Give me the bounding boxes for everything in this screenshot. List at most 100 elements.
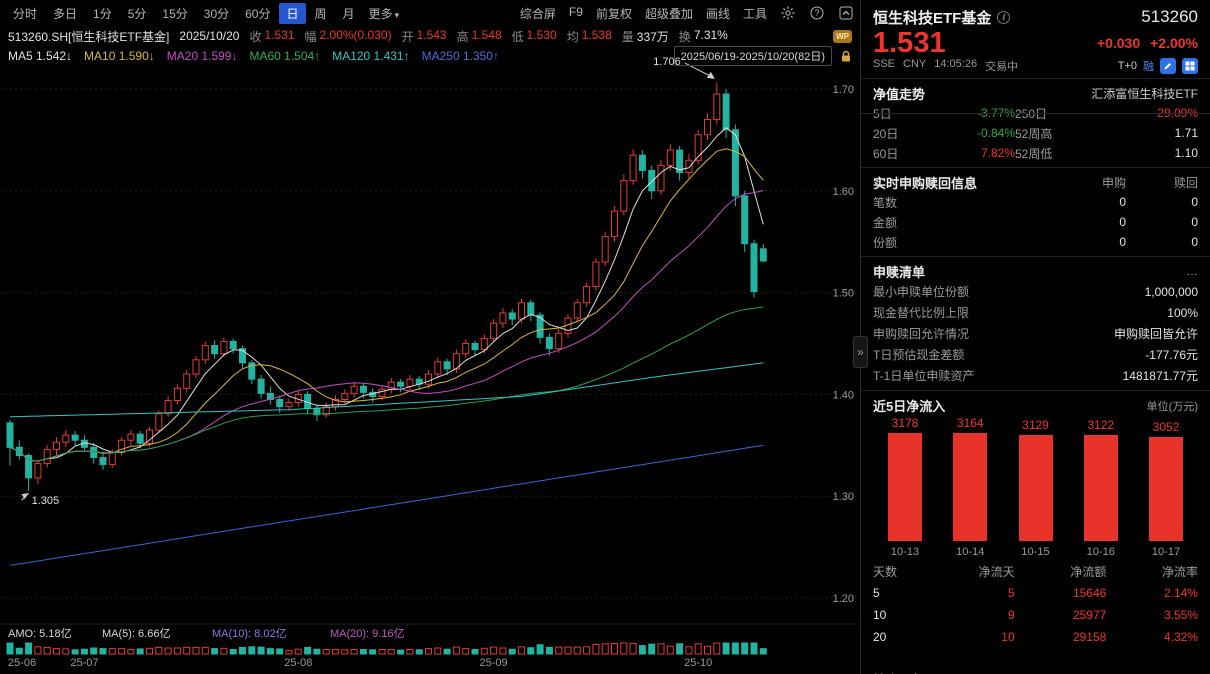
- redeem-value: 0: [1191, 215, 1198, 229]
- field-value: 7.31%: [693, 27, 728, 42]
- period-tab-0[interactable]: 分时: [13, 6, 38, 21]
- quote-field-1: 幅 2.00%(0.030): [305, 28, 392, 45]
- symbol-label: 513260.SH[恒生科技ETF基金]: [8, 29, 170, 44]
- panel-collapse-icon[interactable]: [838, 5, 854, 21]
- inflow-value: 3122: [1087, 418, 1115, 432]
- chevron-down-icon: ▾: [394, 9, 400, 20]
- redeem-value: 0: [1191, 235, 1198, 249]
- quote-panel: 恒生科技ETF基金 i 513260 1.531 +0.030 +2.00% SSE…: [861, 0, 1210, 674]
- row-value: -177.76元: [1145, 348, 1198, 362]
- redeem-value: 0: [1191, 195, 1198, 209]
- svg-text:1.50: 1.50: [833, 288, 854, 300]
- period-tab-7[interactable]: 日: [279, 2, 306, 24]
- inflow-bar: [888, 433, 922, 541]
- field-value: 1.530: [526, 27, 557, 42]
- toolbar-right: 综合屏 F9 前复权 超级叠加 画线 工具 ?: [520, 5, 854, 22]
- edit-icon[interactable]: [1160, 58, 1176, 74]
- price-change-pct: +2.00%: [1150, 35, 1198, 51]
- info-icon[interactable]: i: [997, 10, 1011, 24]
- lock-icon[interactable]: [840, 50, 852, 63]
- row-label: 金额: [873, 215, 898, 230]
- more-label: 更多: [368, 6, 393, 21]
- row-label: 申购赎回允许情况: [873, 327, 970, 341]
- more-periods-button[interactable]: 更多 ▾: [362, 3, 407, 24]
- field-label: 量: [621, 29, 634, 44]
- period-tab-1[interactable]: 多日: [53, 6, 78, 21]
- candlestick-chart[interactable]: 1.70 1.60 1.50 1.40 1.30 1.20 25-06 25-07 25-08 2…: [0, 0, 860, 674]
- inflow-date: 10-13: [890, 546, 920, 558]
- realtime-section-title: 实时申购赎回信息: [873, 175, 978, 191]
- toolbar-item-4[interactable]: 画线: [705, 6, 730, 21]
- chart-region: 1.70 1.60 1.50 1.40 1.30 1.20 25-06 25-07 25-08 2…: [0, 0, 860, 674]
- field-value: 2.00%(0.030): [319, 27, 392, 42]
- period-label: 5日: [873, 106, 892, 121]
- svg-text:1.60: 1.60: [833, 186, 854, 198]
- subscription-row: 笔数 0 0: [873, 192, 1198, 212]
- inflow-date: 10-16: [1086, 546, 1115, 558]
- inflow-date: 10-14: [956, 546, 985, 558]
- field-label: 幅: [304, 29, 317, 44]
- period-label: 250日: [1015, 106, 1048, 121]
- period-tab-3[interactable]: 5分: [127, 6, 147, 21]
- detail-row: 现金替代比例上限 100%: [873, 302, 1198, 323]
- period-tab-5[interactable]: 30分: [203, 6, 230, 21]
- ma-indicator-1: MA10 1.590↓: [84, 49, 155, 63]
- period-value: 1.10: [1174, 146, 1198, 160]
- svg-text:1.305: 1.305: [32, 495, 60, 507]
- date-range-label: 2025/06/19-2025/10/20(82日): [673, 46, 832, 66]
- period-tab-6[interactable]: 60分: [245, 6, 271, 21]
- settings-gear-icon[interactable]: [780, 5, 796, 21]
- fund-name: 恒生科技ETF基金: [873, 9, 992, 27]
- period-label: 52周低: [1015, 146, 1053, 161]
- toolbar-item-1[interactable]: F9: [568, 4, 583, 19]
- period-tab-9[interactable]: 月: [342, 6, 355, 21]
- layout-grid-icon[interactable]: [1182, 58, 1198, 74]
- period-tab-2[interactable]: 1分: [93, 6, 112, 21]
- nav-section-title: 净值走势: [873, 86, 926, 102]
- flow-unit-label: 单位(万元): [1146, 400, 1198, 413]
- currency-label: CNY: [903, 58, 927, 70]
- field-value: 337万: [636, 29, 669, 44]
- help-icon[interactable]: ?: [809, 5, 825, 21]
- panel-collapse-tab[interactable]: »: [853, 336, 868, 368]
- svg-text:25-08: 25-08: [284, 657, 312, 669]
- quote-time: 14:05:26: [934, 58, 978, 70]
- svg-text:1.30: 1.30: [833, 491, 854, 503]
- wp-badge: WP: [833, 29, 852, 43]
- toolbar-item-0[interactable]: 综合屏: [519, 6, 556, 21]
- flow-table-header: 天数: [873, 564, 898, 579]
- fund-full-name: 汇添富恒生科技ETF: [1091, 86, 1198, 101]
- svg-text:1.40: 1.40: [833, 389, 854, 401]
- period-tab-8[interactable]: 周: [314, 6, 327, 21]
- field-value: 1.538: [581, 27, 612, 42]
- svg-text:MA(5): 6.66亿: MA(5): 6.66亿: [102, 627, 170, 640]
- period-value: 29.09%: [1157, 106, 1198, 120]
- toolbar-item-5[interactable]: 工具: [742, 6, 767, 21]
- inflow-date: 10-15: [1021, 546, 1050, 558]
- redeem-column-header: 赎回: [1173, 175, 1198, 190]
- last-price: 1.531: [873, 26, 946, 59]
- inflow-bar-col: 3164: [942, 416, 998, 541]
- svg-text:1.70: 1.70: [833, 84, 854, 96]
- toolbar-item-2[interactable]: 前复权: [595, 6, 632, 21]
- svg-text:25-07: 25-07: [70, 657, 98, 669]
- row-label: 笔数: [873, 195, 898, 210]
- field-label: 均: [566, 29, 579, 44]
- quote-field-2: 开 1.543: [402, 28, 447, 45]
- period-label: 60日: [873, 146, 899, 161]
- field-label: 换: [678, 29, 691, 44]
- row-label: 份额: [873, 235, 898, 250]
- detail-row: 最小申赎单位份额 1,000,000: [873, 281, 1198, 302]
- period-value: 1.71: [1174, 126, 1198, 140]
- flow-table-header-row: 天数 净流天 净流额 净流率: [873, 560, 1198, 582]
- more-ellipsis-button[interactable]: …: [1186, 264, 1198, 278]
- inflow-value: 3129: [1022, 418, 1049, 432]
- ma-indicator-5: MA250 1.350↑: [421, 49, 499, 63]
- flow-table-cell: 5: [873, 586, 880, 600]
- field-value: 1.548: [471, 27, 502, 42]
- row-label: 现金替代比例上限: [873, 306, 970, 320]
- svg-text:MA(20): 9.16亿: MA(20): 9.16亿: [330, 627, 405, 640]
- list-section-title: 申赎清单: [873, 264, 926, 280]
- period-tab-4[interactable]: 15分: [162, 6, 188, 21]
- toolbar-item-3[interactable]: 超级叠加: [644, 6, 693, 21]
